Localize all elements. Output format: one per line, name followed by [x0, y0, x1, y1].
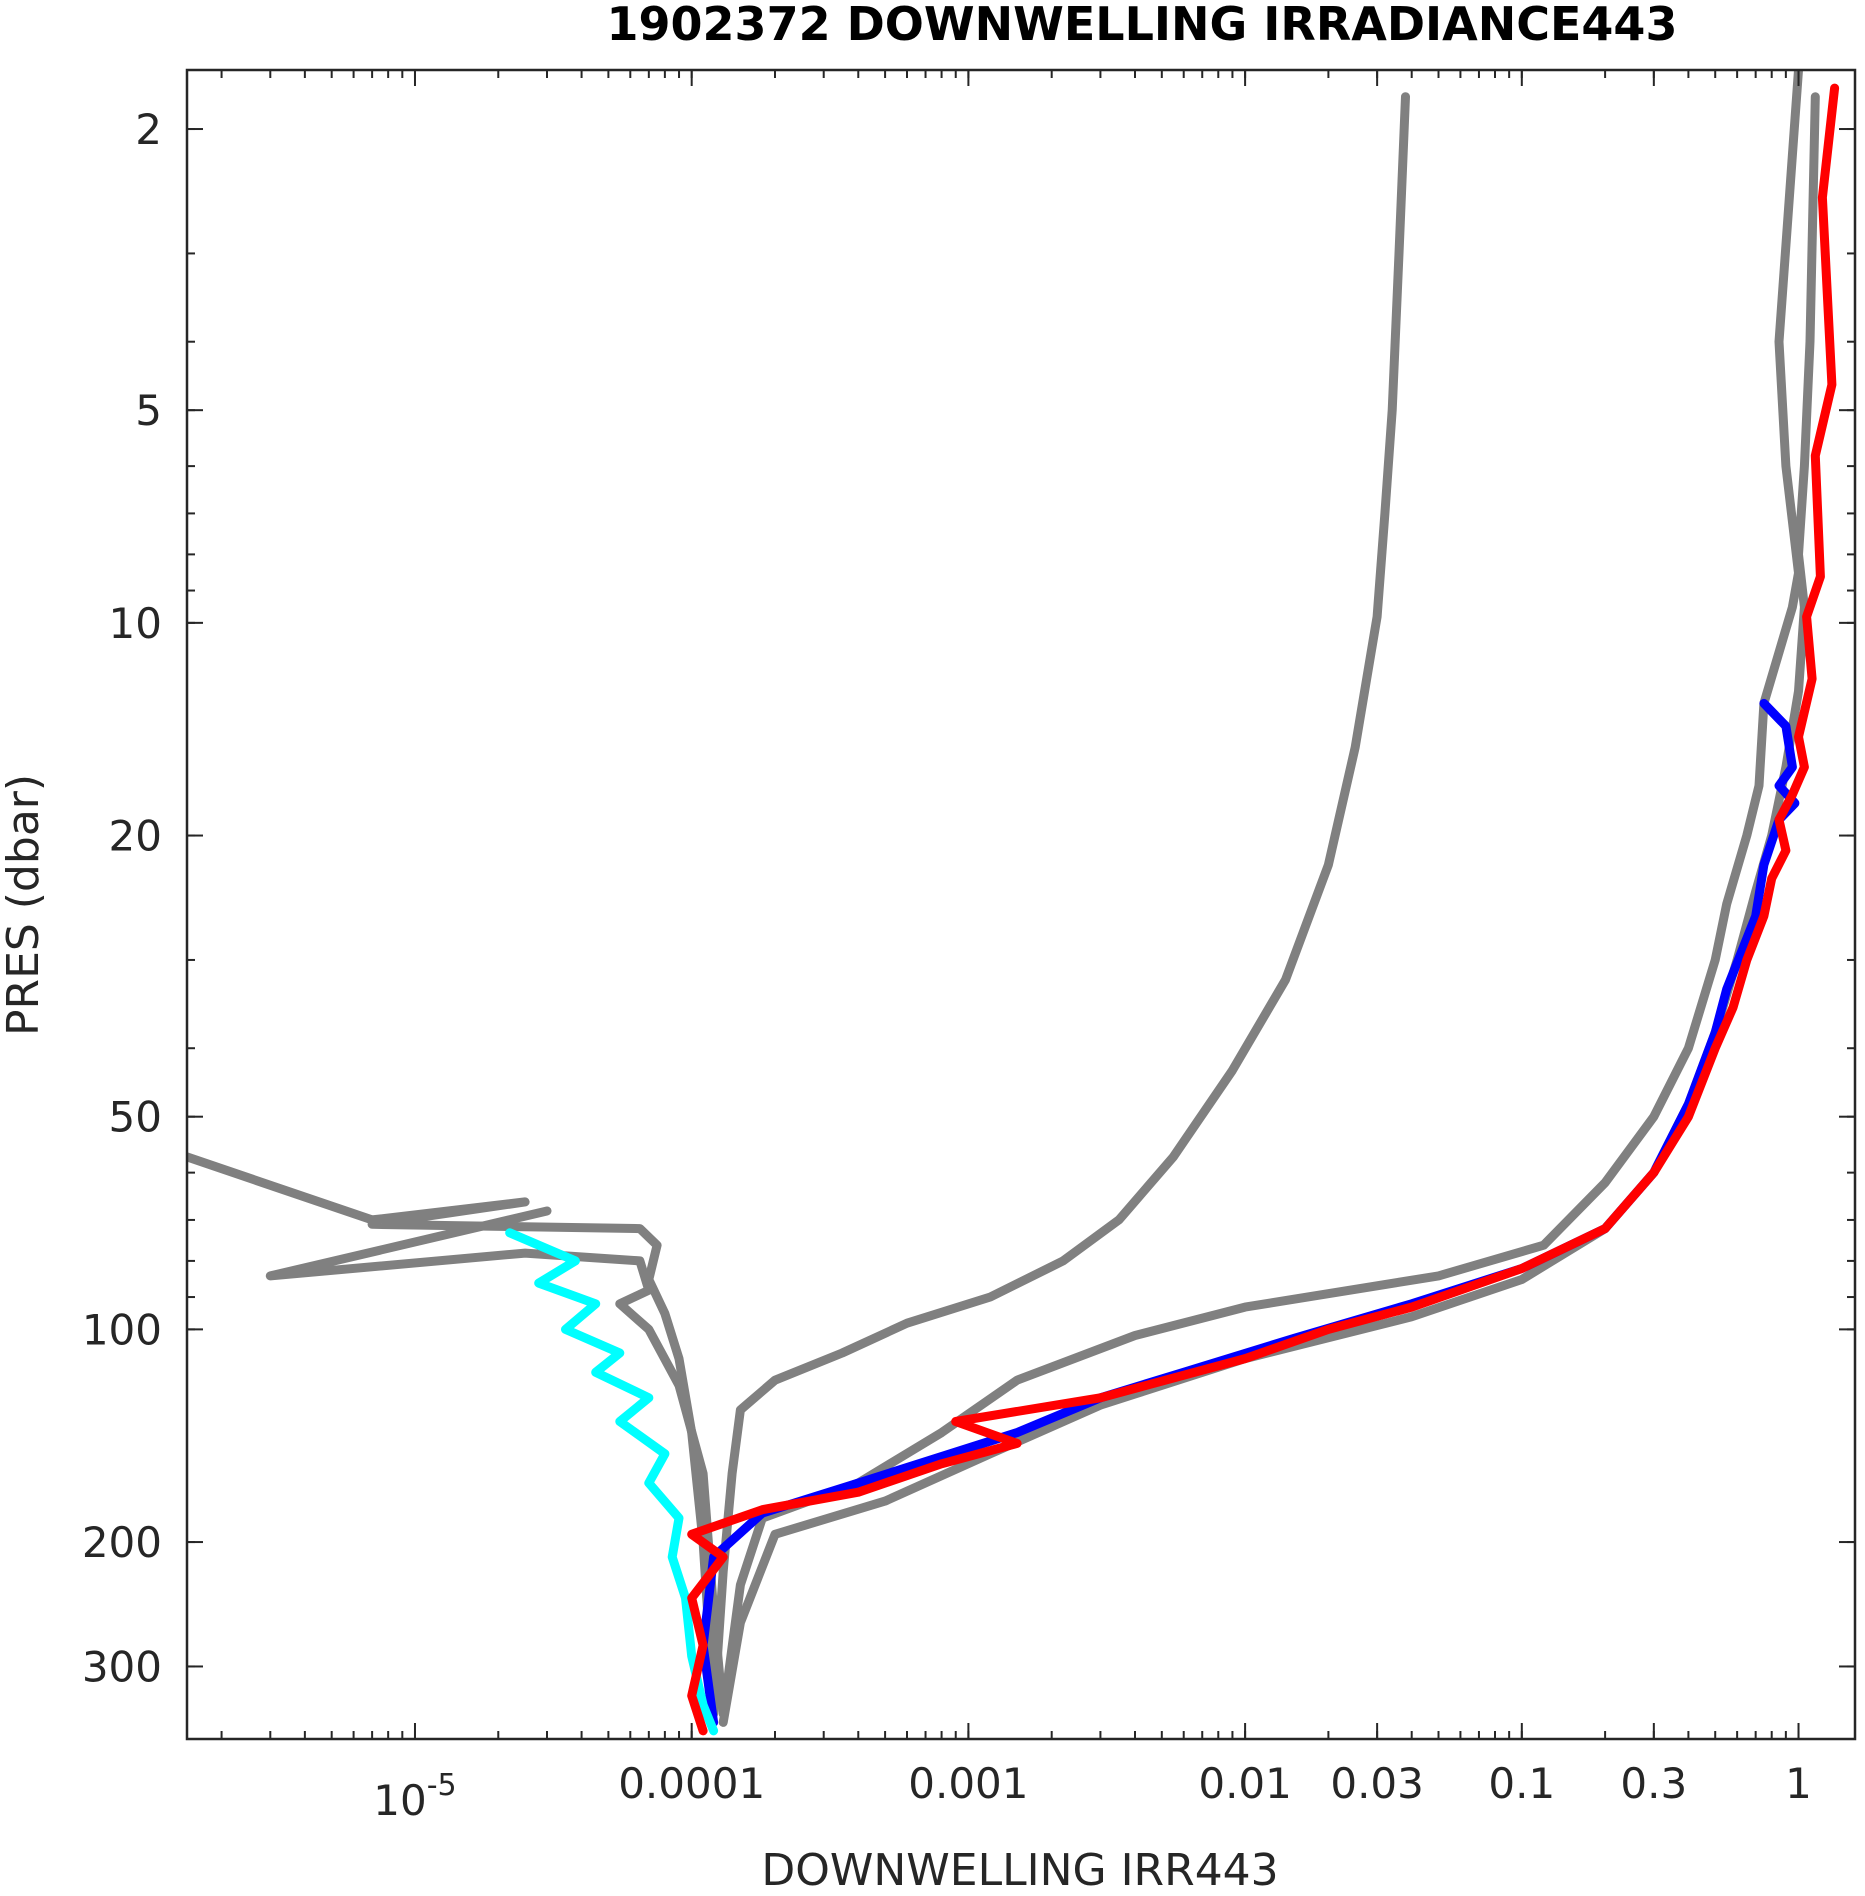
- x-tick-label: 1: [1785, 1759, 1812, 1808]
- profile-line-2: [718, 70, 1803, 1719]
- y-axis-ticks: [187, 128, 1855, 1668]
- y-tick-label: 5: [135, 386, 162, 435]
- y-tick-label: 50: [109, 1093, 162, 1142]
- x-tick-label: 0.03: [1330, 1759, 1424, 1808]
- x-tick-label-exponent: -5: [427, 1768, 457, 1803]
- plot-series: [187, 70, 1840, 1736]
- x-axis-ticks: [220, 70, 1800, 1739]
- y-axis-tick-labels: 2 5 10 20 50 100 200 300: [82, 105, 162, 1691]
- profile-line-5: [265, 1206, 728, 1719]
- x-tick-label: 0.3: [1620, 1759, 1687, 1808]
- y-tick-label: 2: [135, 105, 162, 154]
- profile-line-8: [687, 83, 1840, 1736]
- y-tick-label: 10: [109, 599, 162, 648]
- profile-line-1: [709, 92, 1410, 1719]
- x-tick-label: 0.1: [1488, 1759, 1555, 1808]
- x-tick-label: 0.01: [1198, 1759, 1292, 1808]
- y-tick-label: 200: [82, 1518, 162, 1567]
- x-axis-label: DOWNWELLING IRR443: [761, 1845, 1278, 1896]
- x-tick-label: 10-5: [373, 1768, 456, 1825]
- y-tick-label: 20: [109, 812, 162, 861]
- plot-frame: [185, 68, 1857, 1741]
- profile-line-6: [698, 698, 1800, 1727]
- x-tick-label: 0.001: [908, 1759, 1028, 1808]
- y-axis-label: PRES (dbar): [0, 774, 49, 1036]
- y-tick-label: 100: [82, 1305, 162, 1354]
- x-tick-label: 0.0001: [618, 1759, 765, 1808]
- x-tick-label-base: 10: [373, 1776, 426, 1825]
- chart-title: 1902372 DOWNWELLING IRRADIANCE443: [607, 0, 1678, 51]
- y-tick-label: 300: [82, 1642, 162, 1691]
- profile-line-7: [505, 1228, 719, 1736]
- x-axis-tick-labels: 10-5 0.0001 0.001 0.01 0.03 0.1 0.3 1: [373, 1759, 1812, 1825]
